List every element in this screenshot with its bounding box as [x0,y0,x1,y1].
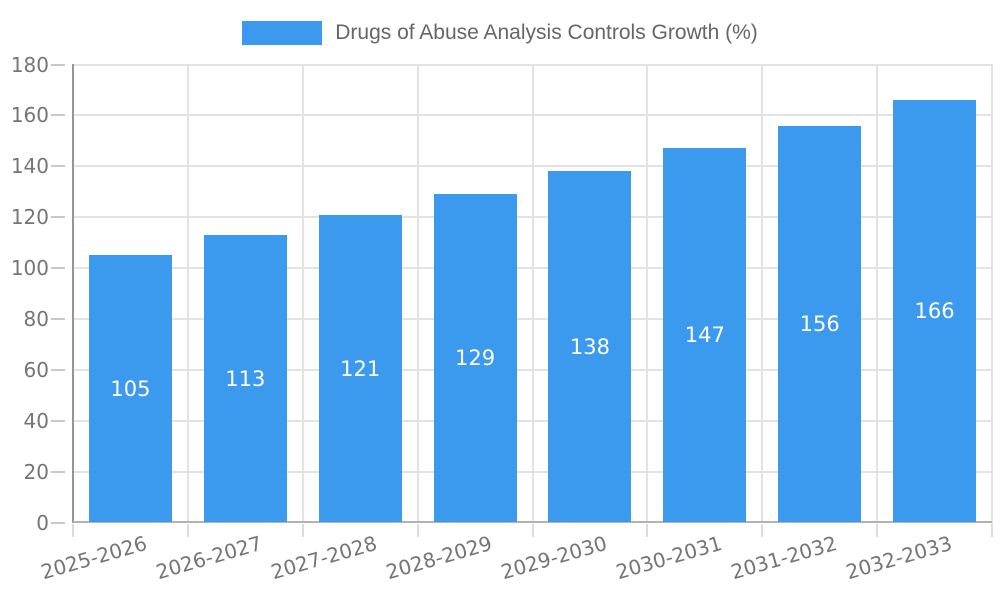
gridline-vertical [646,64,649,523]
y-axis-label: 40 [23,408,49,433]
bar-value-label: 129 [455,346,496,371]
y-axis-line [72,64,74,523]
y-axis-tick [51,521,65,524]
gridline-vertical [991,64,993,523]
bar-2028-2029[interactable] [433,194,517,522]
bar-2027-2028[interactable] [318,214,402,522]
gridline-vertical [416,64,419,523]
y-axis-tick [51,216,65,219]
bar-value-label: 138 [569,334,610,359]
bar-2031-2032[interactable] [778,125,862,522]
y-axis-label: 160 [10,103,49,128]
y-axis-tick [51,368,65,371]
x-axis-tick [991,524,993,537]
bar-2032-2033[interactable] [893,100,977,522]
y-axis-label: 180 [10,52,49,77]
bar-2026-2027[interactable] [203,234,287,522]
y-axis-label: 80 [23,306,49,331]
y-axis-tick [51,267,65,270]
y-axis-label: 60 [23,357,49,382]
gridline-vertical [301,64,304,523]
x-axis-label: 2032-2033 [842,531,955,585]
bar-value-label: 113 [225,366,266,391]
y-axis-tick [51,165,65,168]
y-axis-tick [51,114,65,117]
y-axis-label: 20 [23,459,49,484]
x-axis-label: 2028-2029 [383,531,495,585]
gridline-vertical [876,64,879,523]
x-axis-label: 2026-2027 [153,531,265,585]
bar-value-label: 156 [799,312,840,337]
x-axis-label: 2025-2026 [38,531,151,585]
y-axis-tick [51,419,65,422]
bar-value-label: 121 [340,356,381,381]
y-axis-label: 100 [10,256,49,281]
x-axis-label: 2031-2032 [727,531,840,585]
x-axis-label: 2027-2028 [268,531,380,585]
x-axis-line [73,521,992,523]
bar-value-label: 147 [684,323,725,348]
y-axis-label: 0 [36,510,49,535]
x-axis-tick [761,524,764,537]
gridline-vertical [186,64,189,523]
x-axis-tick [876,524,879,537]
bar-2029-2030[interactable] [548,171,632,522]
x-axis-tick [646,524,649,537]
y-axis-label: 140 [10,154,49,179]
x-axis-tick [416,524,419,537]
y-axis-label: 120 [10,205,49,230]
x-axis-tick [186,524,189,537]
y-axis-tick [51,63,65,66]
x-axis-label: 2030-2031 [613,531,725,585]
bar-2030-2031[interactable] [663,148,747,522]
bar-value-label: 166 [914,299,955,324]
legend-label: Drugs of Abuse Analysis Controls Growth … [335,21,758,44]
gridline-vertical [531,64,534,523]
bar-2025-2026[interactable] [88,255,172,522]
x-axis-tick [301,524,304,537]
legend-item[interactable]: Drugs of Abuse Analysis Controls Growth … [0,18,1000,48]
y-axis-tick [51,317,65,320]
bar-value-label: 105 [110,376,151,401]
y-axis-tick [51,470,65,473]
x-axis-tick [72,524,74,537]
x-axis-tick [531,524,534,537]
legend-swatch [242,21,323,45]
gridline-vertical [761,64,764,523]
x-axis-label: 2029-2030 [498,531,610,585]
